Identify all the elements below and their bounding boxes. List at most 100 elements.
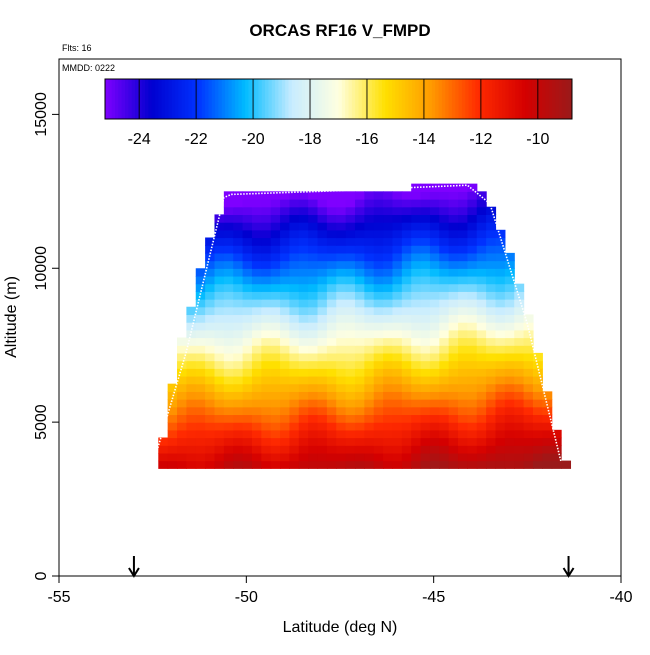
- heat-cell: [486, 391, 497, 400]
- heat-cell: [504, 291, 515, 300]
- heat-cell: [448, 322, 459, 331]
- heat-cell: [205, 375, 216, 385]
- heat-cell: [373, 306, 384, 316]
- heat-cell: [439, 445, 450, 454]
- heat-cell: [467, 283, 478, 292]
- heat-cell: [495, 252, 506, 262]
- heat-cell: [214, 399, 225, 408]
- heat-cell: [280, 422, 291, 431]
- heat-cell: [354, 191, 365, 200]
- heat-cell: [458, 422, 468, 431]
- heat-cell: [336, 360, 347, 369]
- colorbar-swatch: [518, 79, 523, 119]
- heat-cell: [429, 191, 440, 200]
- heat-cell: [401, 237, 412, 246]
- heat-cell: [270, 391, 281, 400]
- heat-cell: [514, 414, 525, 423]
- heat-cell: [383, 406, 394, 416]
- heat-cell: [458, 314, 468, 323]
- heat-cell: [486, 299, 497, 308]
- heat-cell: [401, 206, 412, 215]
- heat-cell: [326, 368, 337, 377]
- heat-cell: [233, 275, 244, 285]
- heat-cell: [317, 352, 328, 362]
- heat-cell: [167, 383, 178, 392]
- heat-cell: [373, 452, 384, 462]
- heat-cell: [504, 283, 515, 292]
- heat-cell: [429, 368, 440, 377]
- heat-cell: [214, 329, 225, 339]
- heat-cell: [383, 337, 394, 346]
- colorbar-swatch: [165, 79, 169, 119]
- heat-cell: [373, 214, 384, 223]
- heat-cell: [458, 268, 468, 277]
- heat-cell: [364, 337, 375, 346]
- heat-cell: [233, 437, 244, 446]
- heat-cell: [542, 414, 553, 423]
- colorbar-swatch: [508, 79, 513, 119]
- heat-cell: [467, 237, 478, 246]
- heat-cell: [364, 437, 375, 446]
- heat-cell: [411, 452, 422, 462]
- heat-cell: [336, 460, 347, 469]
- heat-cell: [242, 429, 253, 439]
- heat-cell: [308, 191, 319, 200]
- heat-cell: [495, 322, 506, 331]
- colorbar-swatch: [455, 79, 460, 119]
- heat-cell: [345, 206, 356, 215]
- colorbar-tick-label: -20: [242, 131, 265, 148]
- heat-cell: [486, 291, 497, 300]
- heat-cell: [411, 445, 422, 454]
- heat-cell: [270, 299, 281, 308]
- colorbar-swatch: [298, 79, 303, 119]
- heat-cell: [261, 322, 272, 331]
- heat-cell: [336, 368, 347, 377]
- heat-cell: [439, 437, 450, 446]
- heat-cell: [458, 452, 468, 462]
- heat-cell: [467, 345, 478, 354]
- heat-cell: [401, 399, 412, 408]
- heat-cell: [242, 422, 253, 431]
- heat-cell: [401, 268, 412, 277]
- heat-cell: [354, 222, 365, 231]
- heat-cell: [458, 375, 468, 385]
- heat-cell: [345, 322, 356, 331]
- heat-cell: [532, 406, 543, 416]
- heat-cell: [486, 352, 497, 362]
- heat-cell: [233, 222, 244, 231]
- heat-cell: [429, 383, 440, 392]
- heat-cell: [205, 291, 216, 300]
- heat-cell: [298, 314, 309, 323]
- heat-cell: [233, 283, 244, 292]
- heat-cell: [326, 283, 337, 292]
- heat-cell: [280, 222, 291, 231]
- heat-cell: [354, 245, 365, 254]
- heat-cell: [167, 422, 178, 431]
- heat-cell: [392, 252, 403, 262]
- heat-cell: [223, 245, 234, 254]
- heat-cell: [195, 345, 206, 354]
- heat-cell: [336, 445, 347, 454]
- heat-cell: [158, 460, 169, 469]
- heat-cell: [504, 437, 515, 446]
- heat-cell: [326, 345, 337, 354]
- colorbar-swatch: [268, 79, 273, 119]
- heat-cell: [429, 245, 440, 254]
- heat-cell: [439, 222, 450, 231]
- heat-cell: [251, 252, 262, 262]
- heat-cell: [223, 406, 234, 416]
- heat-cell: [308, 437, 319, 446]
- heat-cell: [458, 345, 468, 354]
- heat-cell: [336, 252, 347, 262]
- heat-cell: [326, 229, 337, 239]
- heat-cell: [467, 245, 478, 254]
- heat-cell: [364, 237, 375, 246]
- heat-cell: [242, 314, 253, 323]
- heat-cell: [420, 399, 431, 408]
- heat-cell: [467, 452, 478, 462]
- heat-cell: [476, 322, 487, 331]
- heat-cell: [326, 306, 337, 316]
- heat-cell: [476, 329, 487, 339]
- heat-cell: [317, 199, 328, 208]
- heat-cell: [205, 352, 216, 362]
